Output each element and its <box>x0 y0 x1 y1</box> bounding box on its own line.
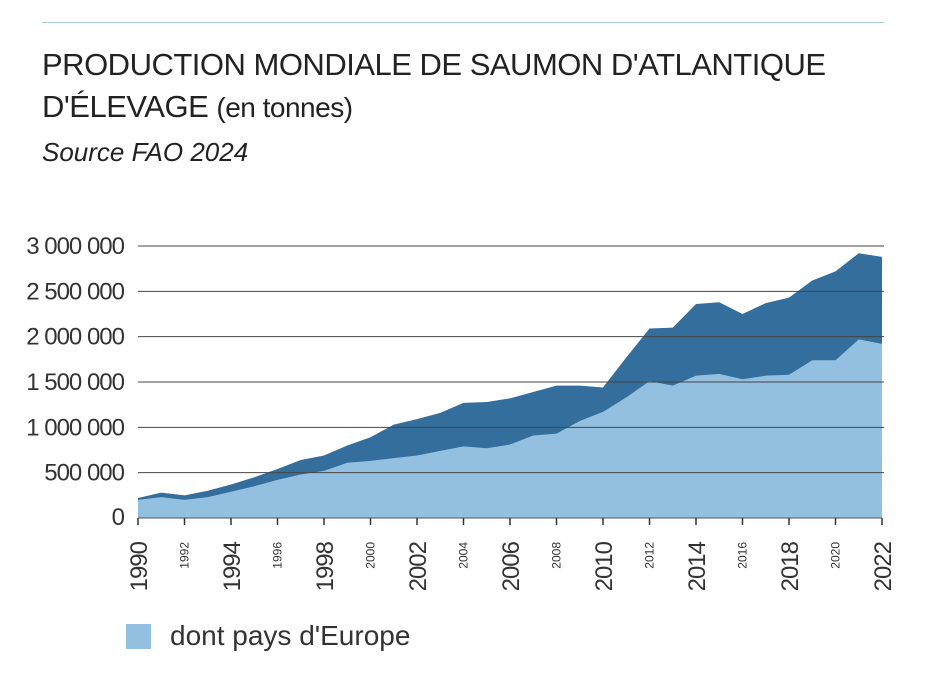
y-tick-label-0: 0 <box>112 504 125 531</box>
legend-label-europe: dont pays d'Europe <box>170 620 411 651</box>
chart-title-unit: (en tonnes) <box>216 92 353 123</box>
x-tick-label-1994: 1994 <box>219 541 246 591</box>
x-tick-label-1996: 1996 <box>271 542 285 569</box>
chart-legend: dont pays d'Europe <box>126 620 410 652</box>
legend-swatch-europe <box>126 623 151 649</box>
chart-subtitle: Source FAO 2024 <box>42 137 249 167</box>
x-tick-label-2012: 2012 <box>643 542 657 569</box>
top-rule <box>42 22 884 23</box>
y-tick-label-5: 2 500 000 <box>26 278 124 305</box>
chart-title-line-2: D'ÉLEVAGE (en tonnes) <box>42 86 902 129</box>
x-tick-label-2022: 2022 <box>870 541 897 591</box>
chart-title: PRODUCTION MONDIALE DE SAUMON D'ATLANTIQ… <box>42 44 902 129</box>
x-tick-label-2014: 2014 <box>684 541 711 591</box>
series-area-europe <box>138 339 882 518</box>
y-tick-label-4: 2 000 000 <box>26 324 124 351</box>
x-tick-label-2004: 2004 <box>457 542 471 569</box>
y-tick-label-1: 500 000 <box>44 460 124 487</box>
x-tick-label-2008: 2008 <box>550 542 564 569</box>
x-tick-label-2016: 2016 <box>736 542 750 569</box>
x-tick-label-2020: 2020 <box>829 542 843 569</box>
x-tick-label-2010: 2010 <box>591 541 618 591</box>
x-tick-label-2006: 2006 <box>498 541 525 591</box>
chart-title-main: D'ÉLEVAGE <box>42 89 209 124</box>
x-tick-label-1990: 1990 <box>126 541 153 591</box>
y-tick-label-6: 3 000 000 <box>26 233 124 260</box>
x-tick-label-2002: 2002 <box>405 541 432 591</box>
x-tick-label-1992: 1992 <box>178 542 192 569</box>
x-tick-label-2000: 2000 <box>364 542 378 569</box>
x-tick-label-2018: 2018 <box>777 541 804 591</box>
y-tick-label-2: 1 000 000 <box>26 414 124 441</box>
y-tick-label-3: 1 500 000 <box>26 369 124 396</box>
chart-title-line-1: PRODUCTION MONDIALE DE SAUMON D'ATLANTIQ… <box>42 47 826 82</box>
x-tick-label-1998: 1998 <box>312 541 339 591</box>
